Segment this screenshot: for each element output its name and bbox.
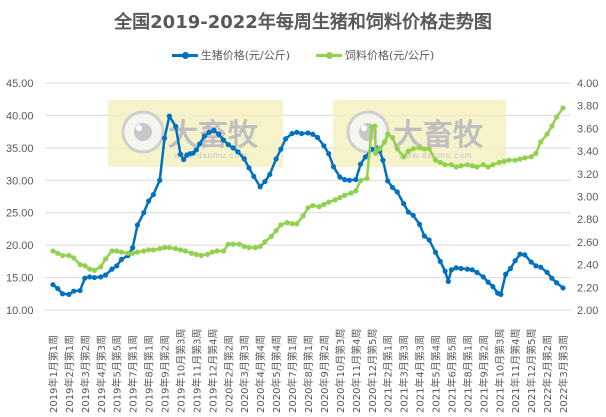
- y-axis-tick-right: 3.40: [577, 146, 598, 158]
- x-axis-tick: 2020年10月第3周: [334, 328, 347, 413]
- legend-label-pig-price: 生猪价格(元/公斤): [200, 49, 290, 62]
- y-axis-tick-right: 3.60: [577, 123, 598, 135]
- y-axis-tick-right: 3.80: [577, 101, 598, 113]
- x-axis-tick: 2021年6月第5周: [445, 335, 458, 413]
- x-axis-tick: 2019年4月第3周: [95, 335, 108, 413]
- x-axis-tick: 2021年2月第1周: [382, 335, 395, 413]
- x-axis-tick: 2020年11月第4周: [350, 328, 363, 413]
- x-axis-tick: 2020年5月第4周: [270, 335, 283, 413]
- x-axis-tick: 2021年11月第4周: [509, 328, 522, 413]
- x-axis-tick: 2021年3月第3周: [398, 335, 411, 413]
- x-axis-tick: 2019年11月第3周: [190, 328, 203, 413]
- x-axis-tick: 2022年3月第3周: [557, 335, 570, 413]
- y-axis-tick-right: 2.60: [577, 237, 598, 249]
- y-axis-tick-right: 2.20: [577, 282, 598, 294]
- y-axis-tick-left: 25.00: [6, 208, 34, 220]
- y-axis-tick-right: 4.00: [577, 78, 598, 90]
- y-axis-tick-left: 15.00: [6, 273, 34, 285]
- svg-text:大畜牧: 大畜牧: [393, 118, 484, 153]
- series-feed-price: [50, 105, 566, 273]
- x-axis-tick: 2020年12月第5周: [366, 328, 379, 413]
- y-axis-tick-left: 30.00: [6, 175, 34, 187]
- x-axis-tick: 2021年4月第3周: [414, 335, 427, 413]
- y-axis-tick-right: 2.40: [577, 260, 598, 272]
- legend-item-feed-price: 饲料价格(元/公斤): [316, 47, 434, 63]
- svg-text:www.dxumu.com: www.dxumu.com: [398, 151, 472, 160]
- x-axis-tick: 2019年12月第4周: [206, 328, 219, 413]
- x-axis-tick: 2020年3月第3周: [238, 335, 251, 413]
- y-axis-tick-left: 40.00: [6, 110, 34, 122]
- x-axis-tick: 2021年5月第4周: [430, 335, 443, 413]
- x-axis-tick: 2022年2月第2周: [541, 335, 554, 413]
- x-axis-tick: 2020年8月第1周: [302, 335, 315, 413]
- svg-text:大畜牧: 大畜牧: [168, 118, 259, 153]
- y-axis-tick-left: 10.00: [6, 305, 34, 317]
- y-axis-tick-left: 35.00: [6, 143, 34, 155]
- legend-item-pig-price: 生猪价格(元/公斤): [171, 47, 290, 63]
- x-axis-tick: 2019年1月第1周: [47, 335, 60, 413]
- legend-swatch-pig-icon: [171, 51, 198, 59]
- x-axis-tick: 2021年9月第2周: [477, 335, 490, 413]
- y-axis-tick-right: 2.00: [577, 305, 598, 317]
- x-axis-tick: 2019年7月第1周: [127, 335, 140, 413]
- y-axis-tick-right: 3.00: [577, 192, 598, 204]
- x-axis-tick: 2021年12月第5周: [525, 328, 538, 413]
- y-axis-tick-right: 2.80: [577, 214, 598, 226]
- x-axis-tick: 2019年9月第2周: [159, 335, 172, 413]
- x-axis-tick: 2020年7月第1周: [286, 335, 299, 413]
- y-axis-tick-right: 3.20: [577, 169, 598, 181]
- x-axis-tick: 2020年9月第2周: [318, 335, 331, 413]
- x-axis-tick: 2019年8月第1周: [143, 335, 156, 413]
- x-axis-tick: 2019年2月第1周: [63, 335, 76, 413]
- x-axis-tick: 2021年8月第1周: [461, 335, 474, 413]
- legend: 生猪价格(元/公斤) 饲料价格(元/公斤): [0, 47, 606, 63]
- legend-swatch-feed-icon: [316, 51, 342, 59]
- legend-label-feed-price: 饲料价格(元/公斤): [345, 49, 435, 62]
- chart-title: 全国2019-2022年每周生猪和饲料价格走势图: [114, 12, 492, 33]
- x-axis-tick: 2021年10月第3周: [493, 328, 506, 413]
- x-axis-tick: 2020年2月第2周: [222, 335, 235, 413]
- x-axis-tick: 2020年4月第4周: [254, 335, 267, 413]
- x-axis-tick: 2019年3月第2周: [79, 335, 92, 413]
- x-axis-tick: 2019年5月第5周: [111, 335, 124, 413]
- y-axis-tick-left: 45.00: [6, 78, 34, 90]
- y-axis-tick-left: 20.00: [6, 240, 34, 252]
- x-axis-tick: 2019年10月第3周: [174, 328, 187, 413]
- svg-text:www.dxumu.com: www.dxumu.com: [173, 151, 247, 160]
